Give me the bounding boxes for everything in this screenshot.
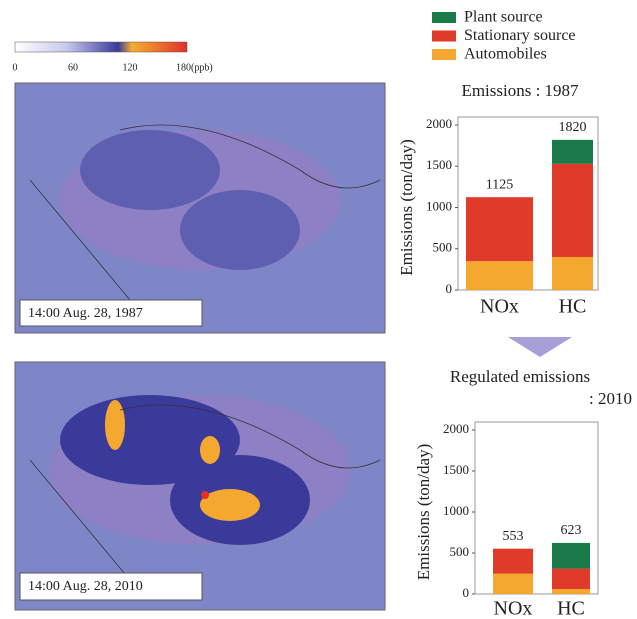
bar-segment (493, 548, 533, 574)
y-tick-label: 2000 (443, 421, 469, 436)
chart-subtitle: : 2010 (589, 389, 632, 408)
bar-segment (552, 139, 593, 164)
plot-frame (474, 421, 599, 595)
x-tick-label: HC (557, 598, 585, 619)
bar-segment (493, 573, 533, 594)
y-tick-label: 1500 (443, 462, 469, 477)
x-tick-label: NOx (480, 296, 519, 318)
y-tick-label: 1500 (426, 157, 452, 172)
bar-segment (552, 589, 590, 594)
colorbar (14, 41, 188, 53)
legend-label: Stationary source (464, 27, 576, 44)
x-tick-label: HC (559, 296, 587, 318)
colorbar-label: 60 (68, 62, 78, 73)
map-2010: 14:00 Aug. 28, 2010 (14, 361, 386, 611)
legend-swatch (432, 12, 456, 23)
bar-segment (552, 542, 590, 569)
y-tick-label: 2000 (426, 116, 452, 131)
map-label: 14:00 Aug. 28, 2010 (28, 579, 143, 594)
bar-segment (552, 257, 593, 290)
bar-segment (466, 261, 533, 290)
map-1987: 14:00 Aug. 28, 1987 (14, 82, 386, 334)
legend-swatch (432, 49, 456, 60)
y-tick-label: 1000 (443, 503, 469, 518)
y-axis-label: Emissions (ton/day) (414, 444, 433, 580)
y-tick-label: 0 (463, 585, 470, 600)
total-label: 553 (503, 529, 524, 544)
colorbar-label: 120 (123, 62, 138, 73)
bar-segment (552, 163, 593, 257)
legend-label: Plant source (464, 9, 543, 26)
total-label: 1820 (559, 120, 587, 135)
y-tick-label: 0 (446, 281, 453, 296)
colorbar-label: 180(ppb) (176, 62, 213, 73)
bar-segment (466, 197, 533, 262)
colorbar-label: 0 (13, 62, 18, 73)
total-label: 1125 (486, 177, 513, 192)
legend-label: Automobiles (464, 46, 547, 63)
chart-title: Emissions : 1987 (461, 81, 579, 100)
y-axis-label: Emissions (ton/day) (397, 139, 416, 275)
y-tick-label: 500 (433, 240, 453, 255)
total-label: 623 (561, 523, 582, 538)
chart-title: Regulated emissions (450, 367, 590, 386)
y-tick-label: 500 (450, 544, 470, 559)
x-tick-label: NOx (494, 598, 533, 619)
legend-swatch (432, 30, 456, 42)
arrow (508, 337, 572, 357)
map-label: 14:00 Aug. 28, 1987 (28, 306, 143, 321)
bar-segment (552, 568, 590, 590)
y-tick-label: 1000 (426, 198, 452, 213)
